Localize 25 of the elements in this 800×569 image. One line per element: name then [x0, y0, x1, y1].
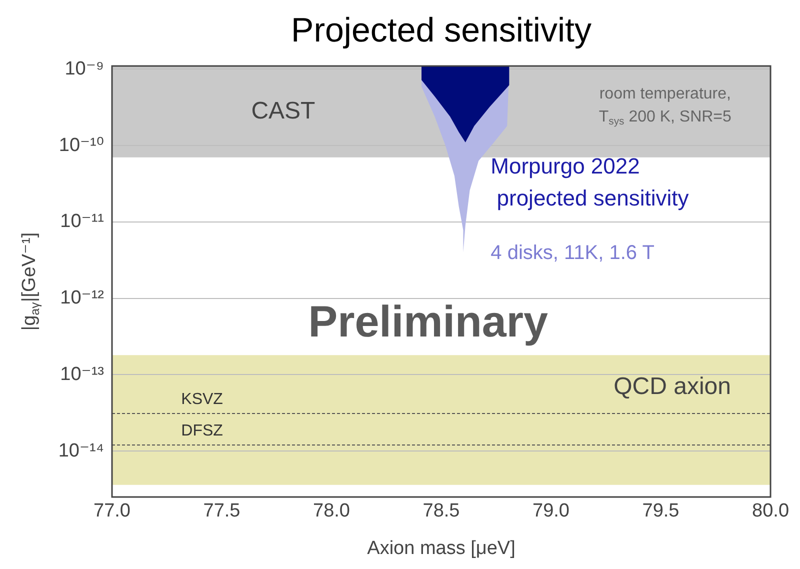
ref-line-label: DFSZ	[181, 422, 224, 440]
y-tick-label: 10⁻¹²	[60, 288, 104, 309]
x-tick-label: 80.0	[752, 500, 789, 522]
x-tick-label: 79.0	[532, 500, 570, 522]
annotation: Morpurgo 2022	[490, 153, 640, 178]
x-tick-label: 78.5	[422, 500, 460, 522]
annotation: projected sensitivity	[490, 186, 689, 211]
annotation: Preliminary	[308, 298, 548, 347]
band-label: CAST	[251, 97, 316, 124]
ref-line-label: KSVZ	[181, 390, 224, 408]
y-tick-label: 10⁻⁹	[64, 58, 104, 80]
y-tick-label: 10⁻¹⁴	[58, 440, 104, 462]
x-axis-title: Axion mass [μeV]	[367, 538, 516, 560]
annotation: 4 disks, 11K, 1.6 T	[490, 242, 654, 264]
y-axis-title: |gaγ|[GeV⁻¹]	[19, 232, 42, 331]
y-tick-label: 10⁻¹⁰	[58, 134, 104, 156]
y-tick-label: 10⁻¹¹	[60, 211, 104, 232]
x-tick-label: 78.0	[313, 500, 350, 522]
band-label: QCD axion	[614, 373, 731, 400]
annotation: room temperature,	[599, 85, 731, 102]
chart-title: Projected sensitivity	[291, 11, 592, 50]
x-tick-label: 77.5	[203, 500, 240, 522]
y-tick-label: 10⁻¹³	[60, 364, 104, 385]
x-tick-label: 79.5	[642, 500, 680, 522]
x-tick-label: 77.0	[94, 500, 130, 522]
